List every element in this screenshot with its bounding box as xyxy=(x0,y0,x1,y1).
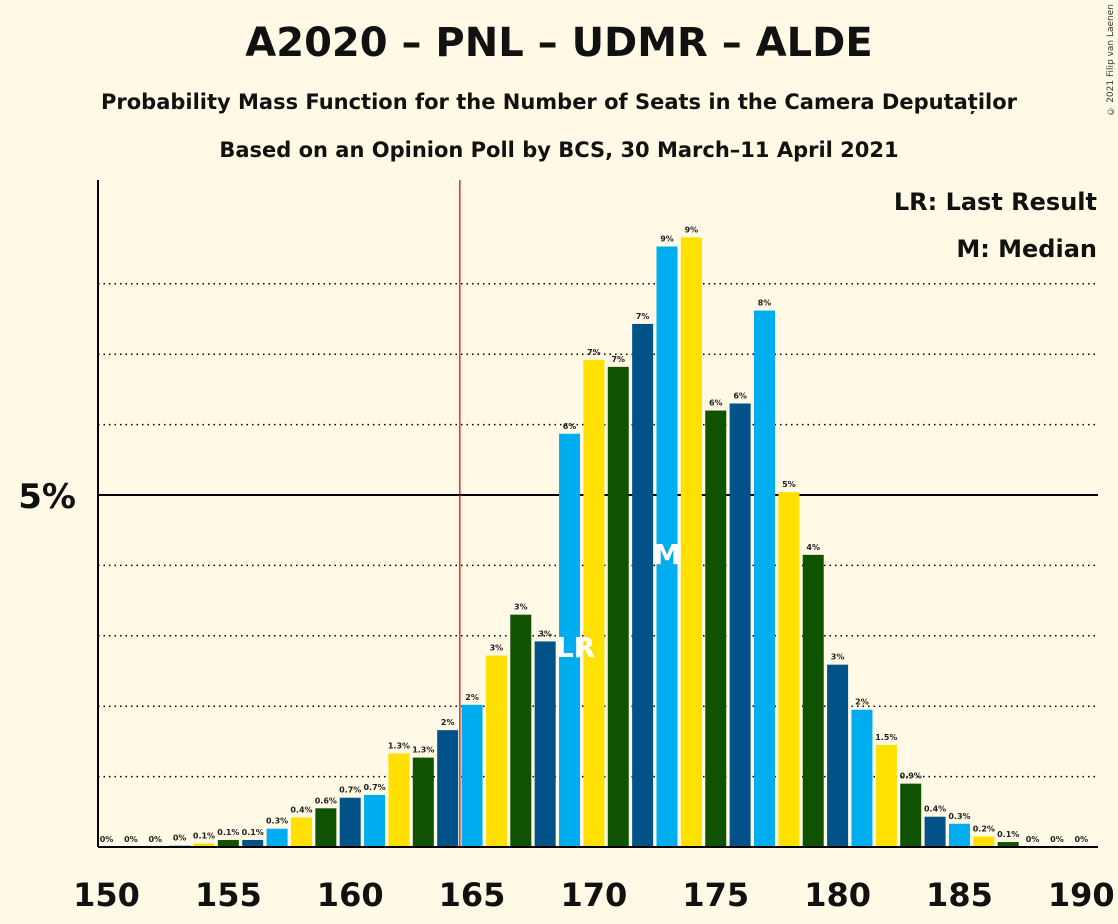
bar-label-168: 3% xyxy=(538,629,552,638)
page-subtitle: Probability Mass Function for the Number… xyxy=(100,90,1017,114)
bar-157 xyxy=(266,828,288,847)
bar-label-154: 0.1% xyxy=(193,831,215,840)
bar-label-181: 2% xyxy=(855,698,869,707)
bar-label-167: 3% xyxy=(514,603,528,612)
bar-168 xyxy=(534,641,556,847)
legend-last-result: LR: Last Result xyxy=(894,188,1097,216)
bar-label-166: 3% xyxy=(490,644,504,653)
bar-186 xyxy=(973,836,995,847)
bar-154 xyxy=(193,843,215,847)
bar-label-177: 8% xyxy=(758,299,772,308)
bar-label-160: 0.7% xyxy=(339,786,361,795)
bar-label-178: 5% xyxy=(782,480,796,489)
bar-160 xyxy=(339,797,361,847)
bar-156 xyxy=(242,839,264,847)
last-result-marker: LR xyxy=(556,631,595,664)
bar-159 xyxy=(315,808,337,847)
bar-label-183: 0.9% xyxy=(900,772,922,781)
x-tick-label-160: 160 xyxy=(317,876,384,914)
bar-label-190: 0% xyxy=(1075,835,1089,844)
bar-label-156: 0.1% xyxy=(242,828,264,837)
bar-label-184: 0.4% xyxy=(924,805,946,814)
bar-label-155: 0.1% xyxy=(217,828,239,837)
bar-label-186: 0.2% xyxy=(973,824,995,833)
bar-label-151: 0% xyxy=(124,835,138,844)
bar-label-153: 0% xyxy=(173,834,187,843)
bar-label-173: 9% xyxy=(660,234,674,243)
x-tick-label-180: 180 xyxy=(804,876,871,914)
bar-178 xyxy=(778,492,800,847)
median-marker: M xyxy=(653,538,681,571)
bar-label-150: 0% xyxy=(100,835,114,844)
bar-label-171: 7% xyxy=(611,355,625,364)
bar-185 xyxy=(948,823,970,847)
bar-label-172: 7% xyxy=(636,312,650,321)
x-tick-label-175: 175 xyxy=(682,876,749,914)
x-tick-label-185: 185 xyxy=(926,876,993,914)
bar-172 xyxy=(632,323,654,848)
x-tick-label-170: 170 xyxy=(561,876,628,914)
bar-161 xyxy=(364,794,386,847)
bar-184 xyxy=(924,816,946,847)
legend-median: M: Median xyxy=(956,235,1097,263)
bar-174 xyxy=(680,237,702,847)
bar-label-188: 0% xyxy=(1026,835,1040,844)
bar-155 xyxy=(217,839,239,847)
bar-171 xyxy=(607,366,629,847)
bar-163 xyxy=(412,757,434,847)
bar-label-179: 4% xyxy=(806,543,820,552)
bar-label-175: 6% xyxy=(709,399,723,408)
bar-183 xyxy=(900,783,922,847)
bar-label-182: 1.5% xyxy=(875,733,897,742)
bar-181 xyxy=(851,709,873,847)
bar-label-189: 0% xyxy=(1050,835,1064,844)
page-subtitle-source: Based on an Opinion Poll by BCS, 30 Marc… xyxy=(219,138,899,162)
bar-label-176: 6% xyxy=(733,391,747,400)
bar-175 xyxy=(705,410,727,847)
bar-label-165: 2% xyxy=(465,693,479,702)
bar-169 xyxy=(559,433,581,847)
bar-176 xyxy=(729,403,751,847)
x-tick-label-190: 190 xyxy=(1048,876,1115,914)
bar-label-170: 7% xyxy=(587,348,601,357)
bar-label-180: 3% xyxy=(831,653,845,662)
bar-label-185: 0.3% xyxy=(948,812,970,821)
bar-label-169: 6% xyxy=(563,422,577,431)
bar-166 xyxy=(485,655,507,847)
bar-165 xyxy=(461,704,483,847)
bar-label-187: 0.1% xyxy=(997,830,1019,839)
bar-179 xyxy=(802,554,824,847)
bar-label-161: 0.7% xyxy=(363,783,385,792)
bar-label-159: 0.6% xyxy=(315,796,337,805)
bar-187 xyxy=(997,842,1019,847)
bar-167 xyxy=(510,614,532,847)
bar-173 xyxy=(656,246,678,847)
bar-label-174: 9% xyxy=(685,225,699,234)
x-tick-label-165: 165 xyxy=(439,876,506,914)
bar-180 xyxy=(827,664,849,847)
x-tick-label-155: 155 xyxy=(195,876,262,914)
bar-164 xyxy=(437,730,459,847)
bar-170 xyxy=(583,359,605,847)
bar-label-162: 1.3% xyxy=(388,741,410,750)
page-title: A2020 – PNL – UDMR – ALDE xyxy=(245,20,873,66)
bar-label-152: 0% xyxy=(148,835,162,844)
bar-182 xyxy=(875,744,897,847)
bar-158 xyxy=(290,817,312,847)
bar-label-157: 0.3% xyxy=(266,817,288,826)
bar-label-163: 1.3% xyxy=(412,746,434,755)
bar-label-158: 0.4% xyxy=(290,805,312,814)
bar-162 xyxy=(388,753,410,847)
y-tick-label: 5% xyxy=(18,477,76,517)
x-tick-label-150: 150 xyxy=(73,876,140,914)
bar-label-164: 2% xyxy=(441,718,455,727)
bar-177 xyxy=(753,310,775,847)
